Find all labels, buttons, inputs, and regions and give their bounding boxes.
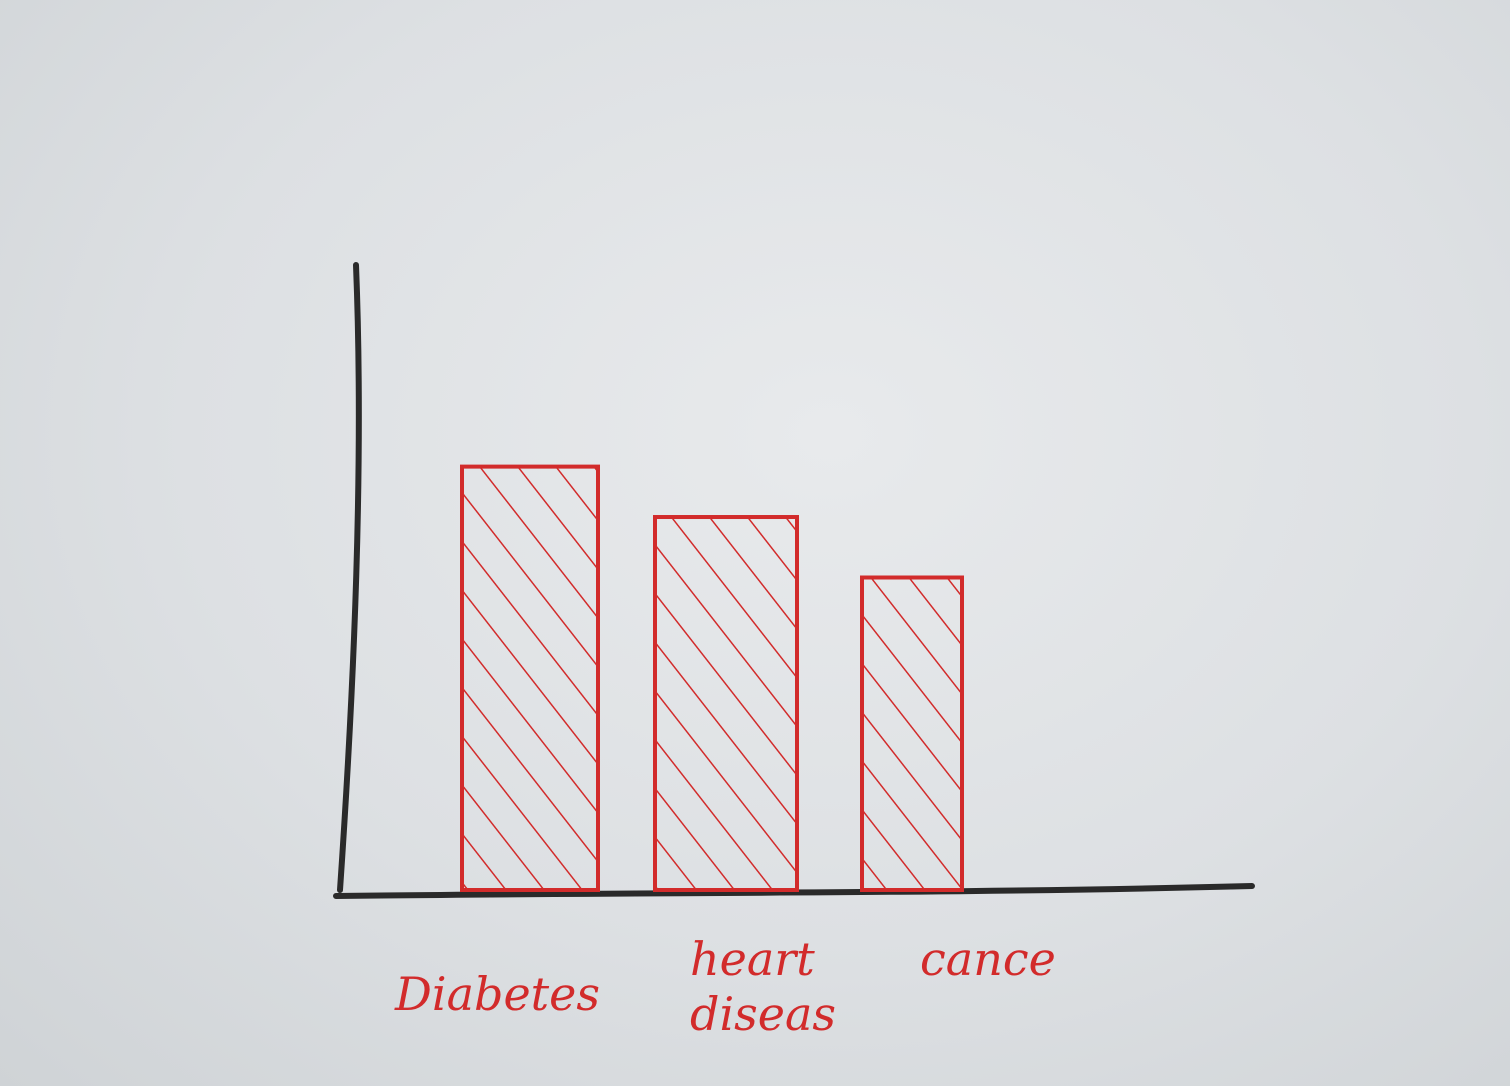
x-tick-label-line: Diabetes (394, 967, 600, 1021)
x-tick-label-2: heart diseas (690, 932, 836, 1041)
x-axis (333, 883, 1255, 899)
bar-3 (860, 575, 964, 892)
bar-2 (653, 515, 799, 892)
bar-1 (460, 464, 600, 892)
x-tick-label-line: cance (920, 932, 1056, 986)
x-tick-label-line: heart (690, 932, 815, 986)
y-axis (337, 262, 362, 893)
x-tick-label-line: diseas (690, 987, 836, 1041)
x-tick-label-3: cance (920, 932, 1056, 986)
x-tick-label-1: Diabetes (394, 967, 600, 1021)
